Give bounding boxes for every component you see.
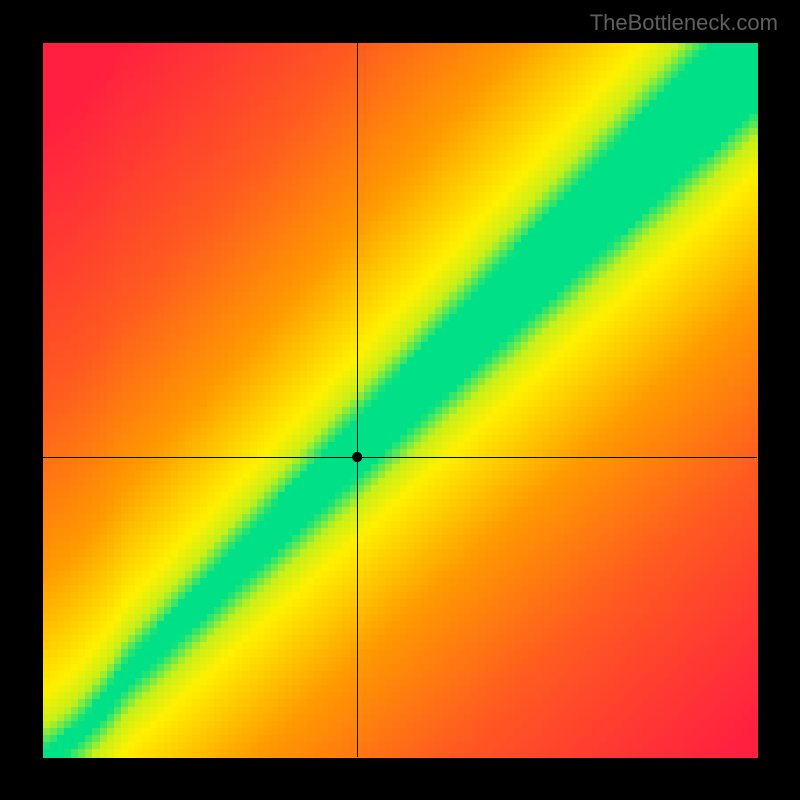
bottleneck-heatmap [0, 0, 800, 800]
watermark-text: TheBottleneck.com [590, 10, 778, 36]
